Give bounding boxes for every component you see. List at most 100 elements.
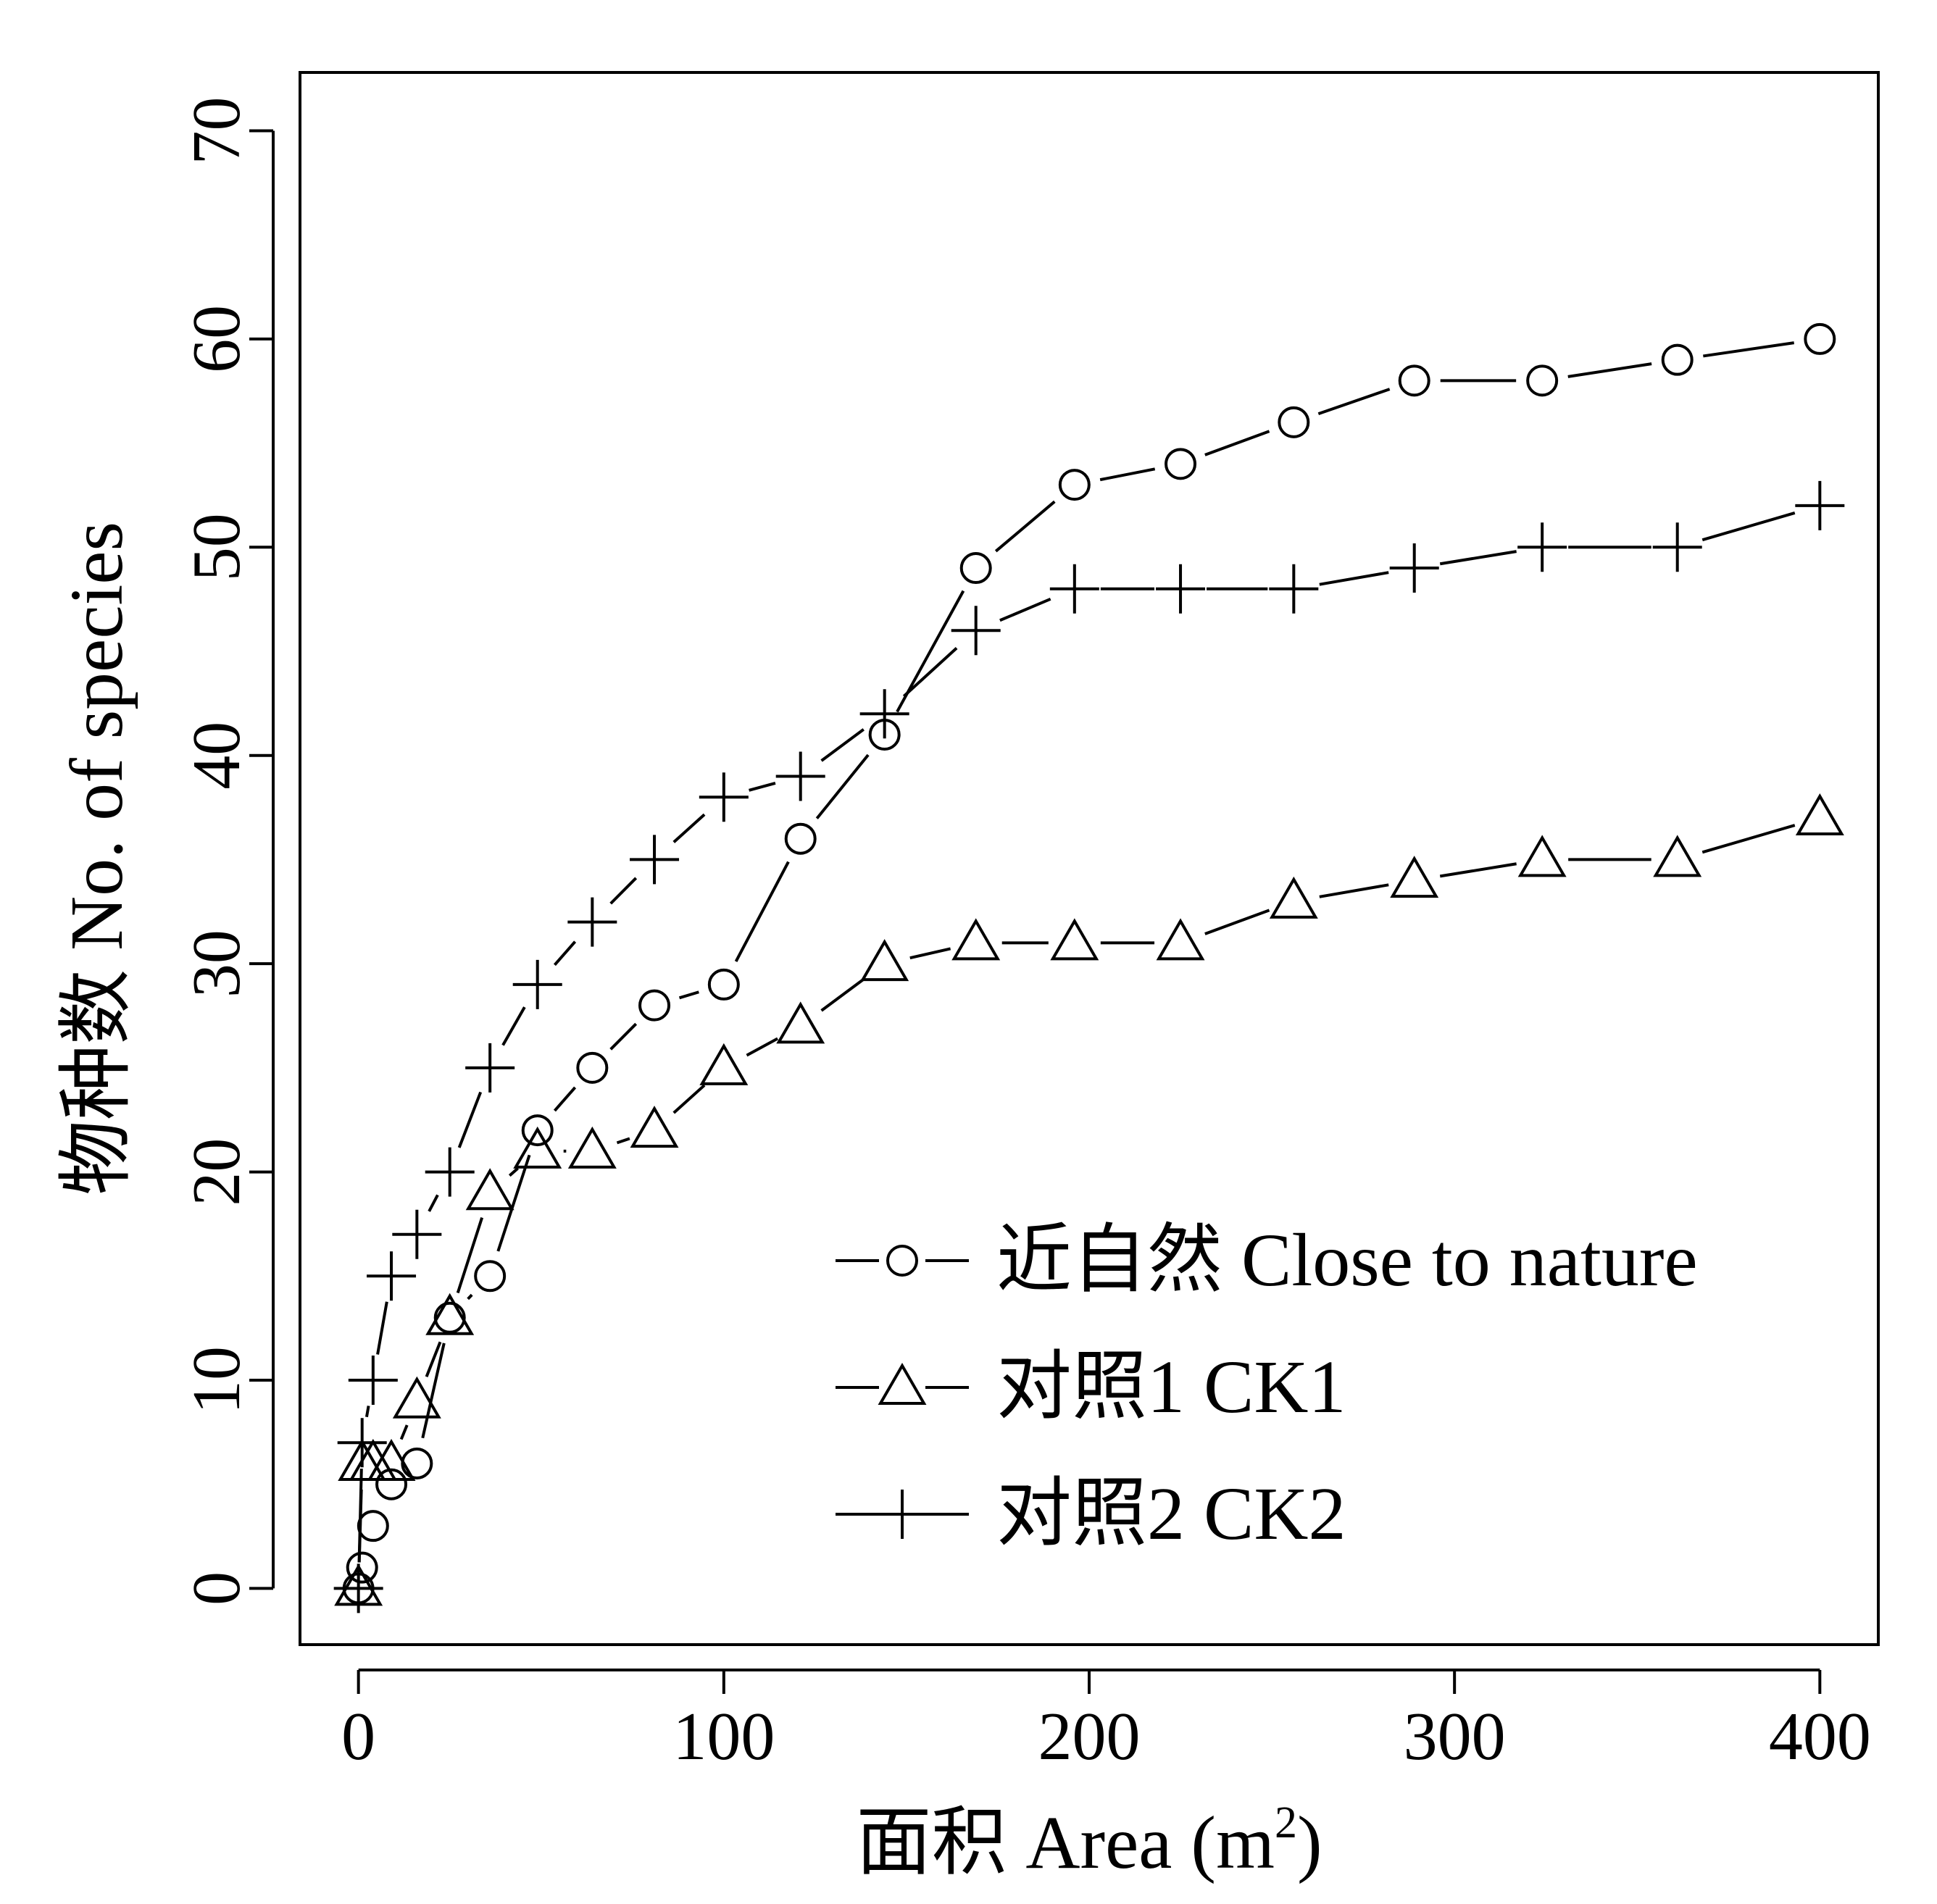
- y-tick-label: 70: [179, 96, 254, 164]
- x-tick-label: 300: [1404, 1699, 1506, 1774]
- data-point-triangle: [1653, 835, 1702, 877]
- series-segment: [609, 1022, 638, 1051]
- y-tick-label: 30: [179, 930, 254, 998]
- data-point-triangle: [776, 1001, 825, 1044]
- data-point-plus: [699, 772, 749, 822]
- legend-label: 对照1 CK1: [996, 1345, 1346, 1429]
- data-point-circle: [1058, 469, 1091, 501]
- y-tick-label: 40: [179, 722, 254, 790]
- series-segment: [1204, 909, 1270, 935]
- data-point-triangle: [860, 939, 909, 982]
- series-segment: [746, 1037, 779, 1057]
- data-point-circle: [1526, 364, 1559, 397]
- data-point-circle: [638, 989, 671, 1022]
- data-point-plus: [630, 835, 680, 885]
- series-segment: [496, 1154, 531, 1252]
- data-point-circle: [1278, 406, 1310, 438]
- series-segment: [820, 978, 865, 1012]
- series-segment: [508, 1167, 519, 1177]
- series-segment: [365, 1406, 370, 1418]
- data-point-plus: [348, 1355, 398, 1405]
- data-point-triangle: [699, 1043, 749, 1085]
- y-tick-label: 60: [179, 305, 254, 373]
- series-segment: [1319, 571, 1389, 586]
- data-point-circle: [1165, 448, 1197, 480]
- data-point-plus: [1795, 480, 1845, 530]
- data-point-plus: [1269, 564, 1319, 614]
- series-segment: [1439, 550, 1517, 566]
- data-point-triangle: [630, 1106, 679, 1148]
- series-segment: [1317, 388, 1391, 415]
- legend: 近自然 Close to nature 对照1 CK1 对照2 CK2: [836, 1219, 1698, 1556]
- data-point-circle: [521, 1114, 554, 1147]
- legend-marker-circle: [886, 1245, 918, 1277]
- series-segment: [672, 813, 706, 843]
- data-point-triangle: [951, 918, 1001, 961]
- data-point-circle: [357, 1510, 389, 1542]
- series-segment: [399, 1424, 409, 1440]
- data-point-triangle: [465, 1168, 515, 1211]
- series-segment: [467, 1293, 473, 1300]
- data-point-plus: [465, 1043, 515, 1093]
- data-point-triangle: [513, 1126, 562, 1169]
- data-point-triangle: [425, 1293, 475, 1335]
- data-point-circle: [784, 822, 817, 855]
- data-point-triangle: [1050, 918, 1099, 961]
- series-segment: [425, 1341, 442, 1377]
- series-segment: [994, 500, 1056, 553]
- data-point-triangle: [1517, 835, 1567, 877]
- series-segment: [1439, 862, 1517, 878]
- series-segment: [357, 1469, 363, 1563]
- y-tick-label: 20: [179, 1138, 254, 1206]
- series-triangle: [334, 793, 1844, 1606]
- series-layer: [333, 322, 1845, 1613]
- data-point-circle: [707, 968, 740, 1001]
- series-segment: [999, 597, 1051, 622]
- series-segment: [749, 781, 776, 792]
- data-point-plus: [367, 1251, 417, 1301]
- y-tick-label: 0: [179, 1571, 254, 1606]
- data-point-plus: [951, 606, 1001, 656]
- data-point-plus: [1156, 564, 1206, 614]
- data-point-circle: [1398, 364, 1430, 397]
- series-segment: [609, 877, 638, 905]
- data-point-circle: [346, 1551, 378, 1584]
- series-segment: [616, 1137, 630, 1145]
- series-segment: [428, 1194, 439, 1212]
- y-axis-title: 物种数 No. of species: [55, 522, 138, 1195]
- x-axis-title: 面积 Area (m2): [856, 1798, 1322, 1884]
- series-segment: [456, 1216, 484, 1294]
- series-segment: [457, 1091, 483, 1148]
- series-segment: [376, 1301, 388, 1355]
- y-axis: 0 10 20 30 40 50 60 70: [179, 96, 275, 1606]
- legend-label: 对照2 CK2: [996, 1472, 1346, 1556]
- series-segment: [421, 1343, 446, 1439]
- data-point-triangle: [367, 1438, 416, 1481]
- series-segment: [678, 990, 699, 1000]
- data-point-circle: [1804, 322, 1836, 355]
- plot-frame: [299, 71, 1880, 1646]
- series-segment: [820, 728, 865, 762]
- data-point-plus: [333, 1563, 383, 1613]
- x-tick-label: 400: [1769, 1699, 1871, 1774]
- series-segment: [501, 1006, 526, 1046]
- x-tick-label: 200: [1038, 1699, 1141, 1774]
- series-segment: [909, 947, 951, 960]
- y-tick-label: 50: [179, 513, 254, 581]
- data-point-plus: [567, 897, 617, 947]
- data-point-circle: [1661, 343, 1694, 376]
- data-point-plus: [392, 1209, 442, 1259]
- x-tick-label: 100: [672, 1699, 775, 1774]
- data-point-circle: [375, 1468, 408, 1500]
- data-point-circle: [576, 1051, 609, 1084]
- data-point-triangle: [1269, 876, 1318, 919]
- series-segment: [672, 1084, 706, 1114]
- data-point-triangle: [1390, 856, 1439, 898]
- data-point-plus: [425, 1147, 475, 1197]
- data-point-plus: [1389, 543, 1439, 593]
- series-plus: [333, 480, 1845, 1613]
- data-point-plus: [1517, 522, 1567, 572]
- data-point-plus: [1652, 522, 1702, 572]
- data-point-circle: [401, 1447, 433, 1479]
